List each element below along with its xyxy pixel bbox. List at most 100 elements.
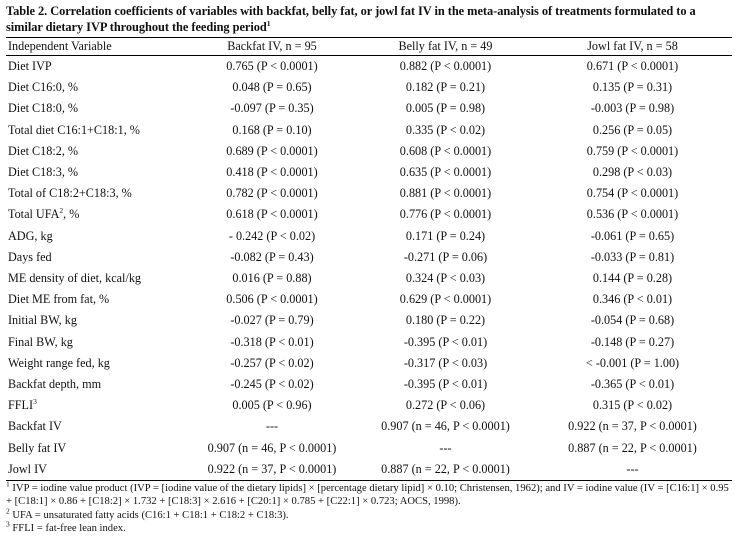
belly-fat-iv-value: 0.272 (P < 0.06) (405, 398, 486, 413)
table-row: Total diet C16:1+C18:1, % 0.168 (P = 0.10… (6, 120, 732, 141)
row-variable-label: FFLI3 (6, 395, 186, 416)
jowl-fat-iv-value: -0.054 (P = 0.68) (590, 313, 675, 328)
belly-fat-iv-value: 0.335 (P < 0.02) (405, 122, 486, 137)
variable-name: Diet IVP (8, 59, 52, 73)
variable-name: Diet C18:3, % (8, 165, 79, 180)
jowl-fat-iv-value: --- (626, 461, 639, 476)
header-belly-fat-iv: Belly fat IV, n = 49 (398, 39, 493, 53)
jowl-fat-iv-value: 0.256 (P = 0.05) (592, 122, 673, 137)
table-row: Total of C18:2+C18:3, % 0.782 (P < 0.0001… (6, 183, 732, 204)
footnote: 1 IVP = iodine value product (IVP = [iod… (6, 480, 732, 509)
variable-name: ADG, kg (8, 228, 53, 243)
variable-name: Initial BW, kg (8, 313, 77, 328)
belly-fat-iv-value: 0.907 (n = 46, P < 0.0001) (381, 419, 510, 434)
table-row: Final BW, kg -0.318 (P < 0.01) -0.395 (P <… (6, 332, 732, 353)
row-variable-label: Diet C18:0, % (6, 98, 186, 119)
backfat-iv-value: -0.245 (P < 0.02) (230, 377, 314, 392)
belly-fat-iv-value: -0.271 (P = 0.06) (403, 249, 488, 264)
row-variable-label: Weight range fed, kg (6, 353, 186, 374)
table-row: FFLI3 0.005 (P < 0.96) 0.272 (P < 0.06) 0.3… (6, 395, 732, 416)
jowl-fat-iv-value: 0.144 (P = 0.28) (592, 271, 673, 286)
jowl-fat-iv-value: -0.033 (P = 0.81) (590, 249, 675, 264)
belly-fat-iv-value: 0.005 (P = 0.98) (405, 101, 486, 116)
jowl-fat-iv-value: 0.346 (P < 0.01) (592, 292, 673, 307)
table-row: Diet C18:0, % -0.097 (P = 0.35) 0.005 (P =… (6, 98, 732, 119)
jowl-fat-iv-value: 0.135 (P = 0.31) (592, 80, 673, 95)
table-row: Belly fat IV 0.907 (n = 46, P < 0.0001) --… (6, 438, 732, 459)
row-variable-label: Belly fat IV (6, 438, 186, 459)
belly-fat-iv-value: 0.776 (P < 0.0001) (399, 207, 492, 222)
backfat-iv-value: 0.782 (P < 0.0001) (226, 186, 318, 201)
table-row: Weight range fed, kg -0.257 (P < 0.02) -0.… (6, 353, 732, 374)
variable-name: ME density of diet, kcal/kg (8, 271, 142, 286)
backfat-iv-value: 0.907 (n = 46, P < 0.0001) (207, 440, 337, 455)
row-variable-label: ADG, kg (6, 226, 186, 247)
belly-fat-iv-value: 0.881 (P < 0.0001) (399, 186, 492, 201)
backfat-iv-value: -0.097 (P = 0.35) (230, 101, 314, 116)
footnote-mark: 2 (6, 506, 10, 516)
variable-name: Final BW, kg (8, 334, 73, 349)
table-row: ME density of diet, kcal/kg 0.016 (P = 0.… (6, 268, 732, 289)
variable-name: Days fed (8, 249, 52, 264)
backfat-iv-value: 0.765 (P < 0.0001) (226, 59, 318, 73)
backfat-iv-value: 0.418 (P < 0.0001) (226, 165, 318, 180)
footnote-text: FFLI = fat-free lean index. (12, 523, 126, 535)
belly-fat-iv-value: 0.182 (P = 0.21) (405, 80, 486, 95)
row-variable-label: Initial BW, kg (6, 310, 186, 331)
backfat-iv-value: 0.689 (P < 0.0001) (226, 143, 318, 158)
belly-fat-iv-value: 0.635 (P < 0.0001) (399, 165, 492, 180)
variable-name: Total UFA (8, 207, 60, 222)
jowl-fat-iv-value: -0.003 (P = 0.98) (590, 101, 675, 116)
jowl-fat-iv-value: 0.298 (P < 0.03) (592, 165, 673, 180)
row-variable-label: Total UFA2, % (6, 204, 186, 225)
row-variable-label: Jowl IV (6, 459, 186, 481)
jowl-fat-iv-value: 0.887 (n = 22, P < 0.0001) (568, 440, 697, 455)
belly-fat-iv-value: 0.324 (P < 0.03) (405, 271, 486, 286)
jowl-fat-iv-value: 0.671 (P < 0.0001) (586, 59, 679, 73)
header-independent-variable: Independent Variable (8, 39, 112, 53)
belly-fat-iv-value: 0.629 (P < 0.0001) (399, 292, 492, 307)
variable-name: Diet C18:0, % (8, 101, 79, 116)
table-row: Diet C18:2, % 0.689 (P < 0.0001) 0.608 (P … (6, 141, 732, 162)
table-row: Initial BW, kg -0.027 (P = 0.79) 0.180 (P … (6, 310, 732, 331)
caption-text: Table 2. Correlation coefficients of var… (6, 4, 696, 34)
row-variable-label: Diet C18:3, % (6, 162, 186, 183)
footnote-mark: 2 (59, 206, 64, 216)
row-variable-label: Backfat IV (6, 416, 186, 437)
row-variable-label: Total of C18:2+C18:3, % (6, 183, 186, 204)
table-header-row: Independent Variable Backfat IV, n = 95 … (6, 37, 732, 56)
jowl-fat-iv-value: 0.754 (P < 0.0001) (586, 186, 679, 201)
row-variable-label: Final BW, kg (6, 332, 186, 353)
belly-fat-iv-value: 0.171 (P = 0.24) (405, 228, 486, 243)
table-row: Total UFA2, % 0.618 (P < 0.0001) 0.776 (P … (6, 204, 732, 225)
table-row: Jowl IV 0.922 (n = 37, P < 0.0001) 0.887 (… (6, 459, 732, 481)
backfat-iv-value: 0.005 (P < 0.96) (232, 398, 312, 413)
belly-fat-iv-value: 0.608 (P < 0.0001) (399, 143, 492, 158)
footnote-mark: 3 (33, 397, 37, 407)
footnote-mark: 3 (6, 519, 10, 529)
backfat-iv-value: - 0.242 (P < 0.02) (228, 228, 316, 243)
row-variable-label: Total diet C16:1+C18:1, % (6, 120, 186, 141)
table-row: Backfat depth, mm -0.245 (P < 0.02) -0.395… (6, 374, 732, 395)
row-variable-label: Diet C18:2, % (6, 141, 186, 162)
table-row: Diet IVP 0.765 (P < 0.0001) 0.882 (P < 0.0… (6, 56, 732, 78)
footnote-text: IVP = iodine value product (IVP = [iodin… (6, 483, 729, 508)
variable-unit: , % (63, 207, 80, 222)
variable-name: Jowl IV (8, 461, 47, 476)
header-jowl-fat-iv: Jowl fat IV, n = 58 (587, 39, 678, 53)
variable-name: Diet C16:0, % (8, 80, 79, 95)
backfat-iv-value: --- (265, 419, 279, 434)
jowl-fat-iv-value: < -0.001 (P = 1.00) (585, 355, 680, 370)
backfat-iv-value: 0.922 (n = 37, P < 0.0001) (207, 461, 337, 476)
belly-fat-iv-value: 0.882 (P < 0.0001) (399, 59, 492, 73)
backfat-iv-value: 0.506 (P < 0.0001) (226, 292, 318, 307)
caption-footnote-mark: 1 (266, 18, 271, 28)
footnote: 2 UFA = unsaturated fatty acids (C16:1 +… (6, 506, 732, 522)
belly-fat-iv-value: 0.180 (P = 0.22) (405, 313, 486, 328)
jowl-fat-iv-value: -0.148 (P = 0.27) (590, 334, 675, 349)
belly-fat-iv-value: -0.317 (P < 0.03) (403, 355, 488, 370)
backfat-iv-value: -0.318 (P < 0.01) (230, 334, 314, 349)
table-row: Diet ME from fat, % 0.506 (P < 0.0001) 0.6… (6, 289, 732, 310)
belly-fat-iv-value: -0.395 (P < 0.01) (403, 377, 488, 392)
